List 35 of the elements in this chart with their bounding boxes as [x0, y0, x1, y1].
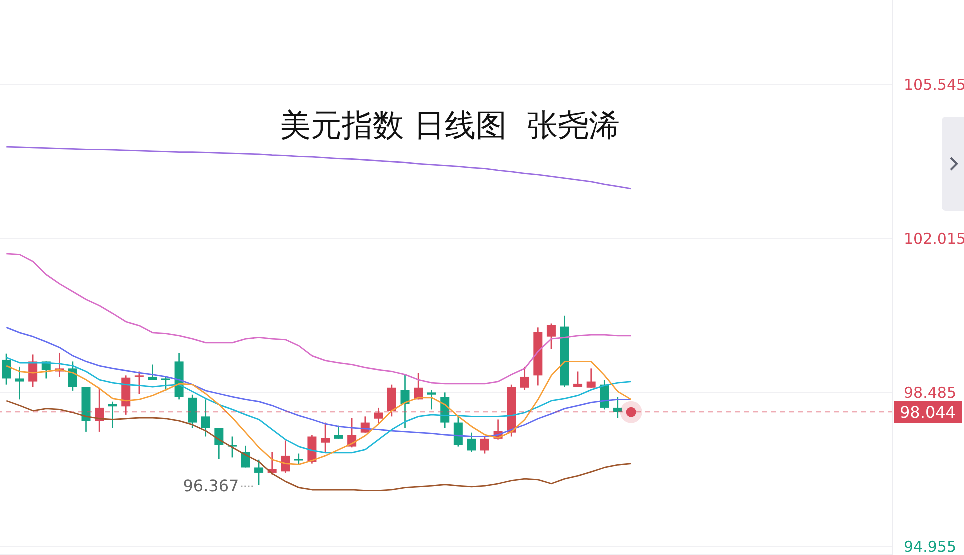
candlestick: [15, 366, 24, 400]
y-tick-label: 98.485: [904, 384, 956, 402]
annotation: 96.367: [183, 476, 240, 496]
candlestick: [214, 427, 224, 460]
candlestick: [281, 440, 290, 474]
line-series: [6, 400, 632, 492]
candlestick: [480, 436, 490, 454]
candlestick: [613, 396, 622, 419]
candlestick: [294, 453, 304, 466]
candlestick: [574, 371, 583, 388]
candlestick: [374, 407, 384, 426]
candlestick: [254, 459, 264, 486]
candlestick: [201, 399, 210, 438]
candlestick: [2, 353, 11, 386]
candlestick: [68, 361, 78, 392]
candlestick: [148, 364, 158, 381]
candlestick: [454, 416, 463, 448]
candlestick: [520, 366, 530, 391]
y-tick-label: 94.955: [904, 538, 956, 555]
candlestick: [28, 354, 38, 388]
candlestick: [334, 425, 344, 440]
ref-line-label: 98.044: [900, 403, 956, 422]
candlestick: [427, 389, 436, 410]
candlestick: [162, 376, 170, 392]
candlestick: [546, 323, 556, 350]
candlestick: [108, 401, 118, 429]
candlestick: [400, 374, 410, 429]
candlestick: [387, 384, 396, 418]
candlestick: [467, 432, 476, 453]
text: 美元指数 日线图 张尧浠: [279, 107, 621, 146]
line-series: [6, 146, 632, 190]
candlestick: [586, 368, 596, 389]
line-series: [6, 253, 632, 385]
candlestick: [134, 371, 144, 395]
candlestick: [321, 422, 330, 453]
